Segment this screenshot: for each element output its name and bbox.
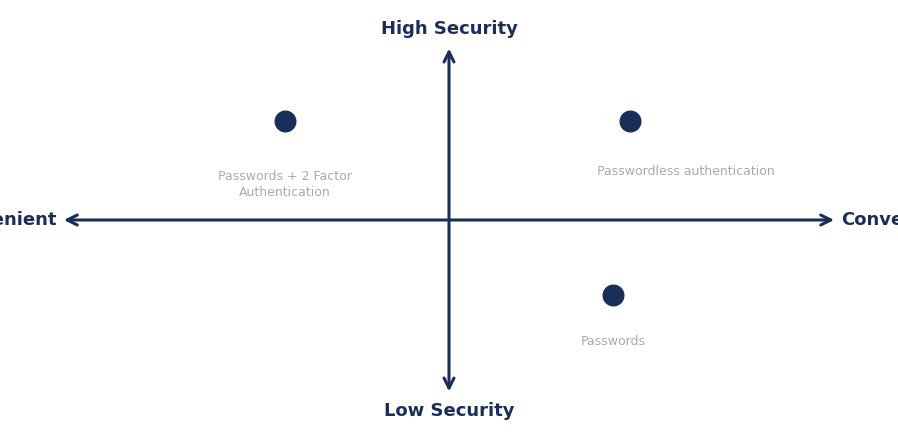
Text: Passwords + 2 Factor
Authentication: Passwords + 2 Factor Authentication xyxy=(218,170,352,198)
Point xyxy=(623,117,638,125)
Point xyxy=(605,292,620,299)
Text: Inconvenient: Inconvenient xyxy=(0,211,57,229)
Text: Convenient: Convenient xyxy=(841,211,898,229)
Text: Passwords: Passwords xyxy=(580,335,646,348)
Text: High Security: High Security xyxy=(381,20,517,38)
Text: Passwordless authentication: Passwordless authentication xyxy=(597,165,775,178)
Text: Low Security: Low Security xyxy=(383,402,515,420)
Point xyxy=(278,117,293,125)
